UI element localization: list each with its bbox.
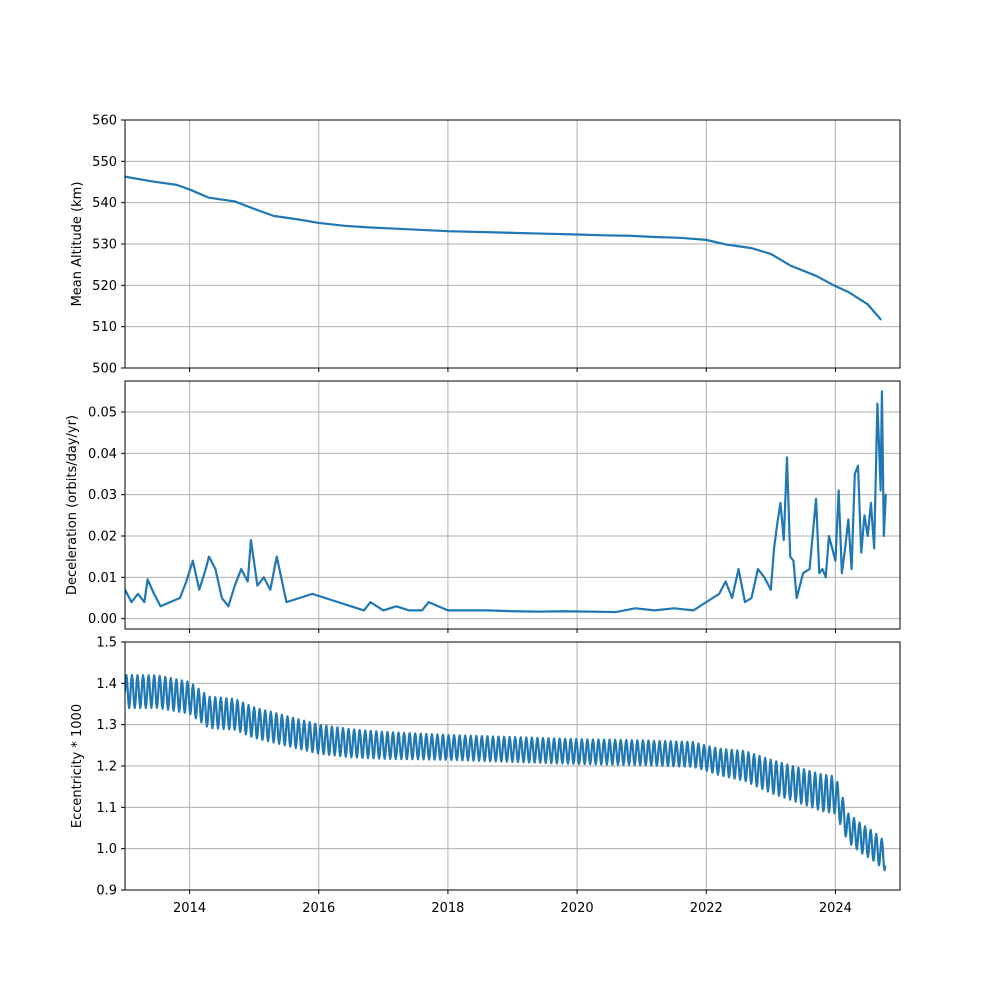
- eccentricity-y-tick-label: 1.2: [96, 760, 117, 775]
- eccentricity-y-tick-label: 0.9: [96, 884, 117, 899]
- altitude-y-tick-label: 500: [92, 362, 117, 377]
- eccentricity-y-axis-label: Eccentricity * 1000: [70, 704, 85, 828]
- deceleration-y-tick-label: 0.05: [88, 406, 117, 421]
- eccentricity-x-tick-label: 2016: [302, 901, 335, 916]
- altitude-y-tick-label: 530: [92, 238, 117, 253]
- eccentricity-x-tick-label: 2022: [690, 901, 723, 916]
- deceleration-y-axis-label: Deceleration (orbits/day/yr): [65, 415, 80, 595]
- altitude-y-tick-label: 550: [92, 155, 117, 170]
- deceleration-y-tick-label: 0.02: [88, 530, 117, 545]
- eccentricity-x-tick-label: 2018: [431, 901, 464, 916]
- eccentricity-panel: 2014 2016 2018 2020 2022 2024 0.9 1.0 1.1 1.2 1.3 1…: [70, 636, 901, 916]
- eccentricity-x-tick-label: 2020: [561, 901, 594, 916]
- deceleration-series-line: [125, 390, 887, 614]
- altitude-y-axis-label: Mean Altitude (km): [70, 182, 85, 307]
- eccentricity-y-tick-label: 1.4: [96, 677, 117, 692]
- altitude-series-line: [125, 175, 882, 321]
- altitude-y-tick-label: 510: [92, 320, 117, 335]
- deceleration-y-tick-label: 0.01: [88, 571, 117, 586]
- eccentricity-series-line: [125, 673, 887, 872]
- eccentricity-x-tick-label: 2014: [173, 901, 206, 916]
- eccentricity-y-tick-label: 1.0: [96, 842, 117, 857]
- deceleration-y-tick-label: 0.00: [88, 612, 117, 627]
- deceleration-axes-frame: [124, 380, 901, 630]
- eccentricity-y-tick-label: 1.1: [96, 801, 117, 816]
- altitude-y-tick-label: 560: [92, 114, 117, 129]
- eccentricity-x-tick-label: 2024: [819, 901, 852, 916]
- altitude-y-tick-label: 520: [92, 279, 117, 294]
- altitude-panel: 500 510 520 530 540 550 560 Mean Altitude (km): [70, 114, 901, 377]
- altitude-y-tick-label: 540: [92, 196, 117, 211]
- deceleration-y-tick-label: 0.03: [88, 488, 117, 503]
- eccentricity-y-tick-label: 1.5: [96, 636, 117, 651]
- eccentricity-y-tick-label: 1.3: [96, 718, 117, 733]
- deceleration-y-tick-label: 0.04: [88, 447, 117, 462]
- deceleration-panel: 0.00 0.01 0.02 0.03 0.04 0.05 Deceleration (or…: [65, 380, 901, 633]
